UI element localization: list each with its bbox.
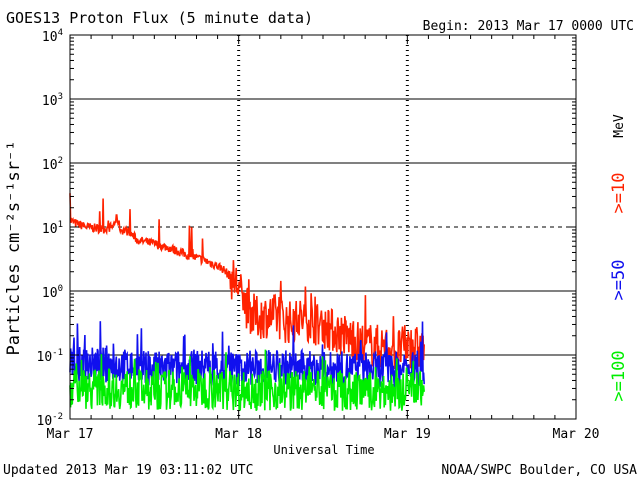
series-line-ge100 bbox=[69, 349, 425, 412]
y-tick-label: 101 bbox=[42, 220, 63, 237]
x-tick-label: Mar 18 bbox=[215, 427, 262, 442]
series-line-ge10 bbox=[69, 193, 425, 370]
updated-timestamp: Updated 2013 Mar 19 03:11:02 UTC bbox=[3, 463, 253, 478]
x-axis-label: Universal Time bbox=[273, 443, 374, 457]
legend-label-ge10: >=10 bbox=[609, 173, 629, 214]
chart-title: GOES13 Proton Flux (5 minute data) bbox=[6, 9, 313, 27]
credit-text: NOAA/SWPC Boulder, CO USA bbox=[441, 463, 637, 478]
x-tick-label: Mar 19 bbox=[384, 427, 431, 442]
y-tick-label: 103 bbox=[42, 92, 63, 109]
x-tick-label: Mar 20 bbox=[553, 427, 600, 442]
y-axis-label: Particles cm⁻²s⁻¹sr⁻¹ bbox=[4, 141, 24, 356]
y-tick-label: 104 bbox=[42, 28, 63, 45]
begin-timestamp: Begin: 2013 Mar 17 0000 UTC bbox=[423, 19, 634, 34]
y-tick-label: 100 bbox=[42, 284, 63, 301]
y-tick-label: 102 bbox=[42, 156, 63, 173]
legend-label-ge100: >=100 bbox=[609, 350, 629, 401]
series-line-ge50 bbox=[69, 321, 425, 388]
y-tick-label: 10-1 bbox=[37, 348, 64, 365]
x-tick-label: Mar 17 bbox=[47, 427, 94, 442]
legend-label-ge50: >=50 bbox=[609, 260, 629, 301]
legend-unit-label: MeV bbox=[612, 114, 627, 138]
y-tick-label: 10-2 bbox=[37, 412, 64, 429]
